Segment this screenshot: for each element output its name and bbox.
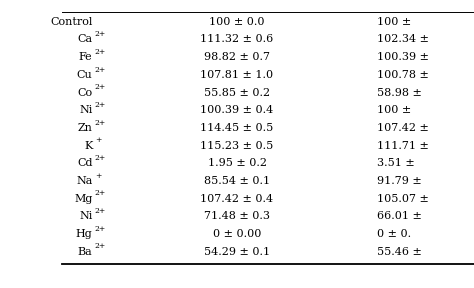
Text: Ca: Ca: [77, 35, 92, 45]
Text: +: +: [95, 136, 101, 144]
Text: 111.71 ±: 111.71 ±: [377, 141, 428, 151]
Text: 2+: 2+: [95, 242, 106, 251]
Text: 115.23 ± 0.5: 115.23 ± 0.5: [201, 141, 273, 151]
Text: 114.45 ± 0.5: 114.45 ± 0.5: [201, 123, 273, 133]
Text: 111.32 ± 0.6: 111.32 ± 0.6: [201, 35, 273, 45]
Text: Control: Control: [50, 17, 92, 27]
Text: 2+: 2+: [95, 154, 106, 162]
Text: 107.42 ±: 107.42 ±: [377, 123, 428, 133]
Text: Ni: Ni: [79, 105, 92, 115]
Text: 55.46 ±: 55.46 ±: [377, 247, 422, 257]
Text: 2+: 2+: [95, 30, 106, 38]
Text: 2+: 2+: [95, 101, 106, 109]
Text: 105.07 ±: 105.07 ±: [377, 194, 428, 204]
Text: 2+: 2+: [95, 66, 106, 73]
Text: 100 ± 0.0: 100 ± 0.0: [209, 17, 265, 27]
Text: 0 ± 0.: 0 ± 0.: [377, 229, 411, 239]
Text: 100.78 ±: 100.78 ±: [377, 70, 428, 80]
Text: 54.29 ± 0.1: 54.29 ± 0.1: [204, 247, 270, 257]
Text: 66.01 ±: 66.01 ±: [377, 211, 422, 221]
Text: 1.95 ± 0.2: 1.95 ± 0.2: [208, 158, 266, 168]
Text: Cd: Cd: [77, 158, 92, 168]
Text: 71.48 ± 0.3: 71.48 ± 0.3: [204, 211, 270, 221]
Text: 102.34 ±: 102.34 ±: [377, 35, 429, 45]
Text: Co: Co: [77, 88, 92, 98]
Text: 2+: 2+: [95, 48, 106, 56]
Text: 100 ±: 100 ±: [377, 105, 411, 115]
Text: Zn: Zn: [78, 123, 92, 133]
Text: Ba: Ba: [78, 247, 92, 257]
Text: Cu: Cu: [77, 70, 92, 80]
Text: 2+: 2+: [95, 207, 106, 215]
Text: 2+: 2+: [95, 190, 106, 197]
Text: 2+: 2+: [95, 119, 106, 127]
Text: Mg: Mg: [74, 194, 92, 204]
Text: 2+: 2+: [95, 225, 106, 233]
Text: 2+: 2+: [95, 83, 106, 91]
Text: 85.54 ± 0.1: 85.54 ± 0.1: [204, 176, 270, 186]
Text: 55.85 ± 0.2: 55.85 ± 0.2: [204, 88, 270, 98]
Text: Hg: Hg: [76, 229, 92, 239]
Text: Ni: Ni: [79, 211, 92, 221]
Text: Fe: Fe: [79, 52, 92, 62]
Text: 100.39 ±: 100.39 ±: [377, 52, 429, 62]
Text: 3.51 ±: 3.51 ±: [377, 158, 415, 168]
Text: 100 ±: 100 ±: [377, 17, 411, 27]
Text: 107.81 ± 1.0: 107.81 ± 1.0: [201, 70, 273, 80]
Text: Na: Na: [76, 176, 92, 186]
Text: +: +: [95, 172, 101, 180]
Text: 107.42 ± 0.4: 107.42 ± 0.4: [201, 194, 273, 204]
Text: K: K: [84, 141, 92, 151]
Text: 0 ± 0.00: 0 ± 0.00: [213, 229, 261, 239]
Text: 98.82 ± 0.7: 98.82 ± 0.7: [204, 52, 270, 62]
Text: 100.39 ± 0.4: 100.39 ± 0.4: [201, 105, 273, 115]
Text: 91.79 ±: 91.79 ±: [377, 176, 421, 186]
Text: 58.98 ±: 58.98 ±: [377, 88, 422, 98]
